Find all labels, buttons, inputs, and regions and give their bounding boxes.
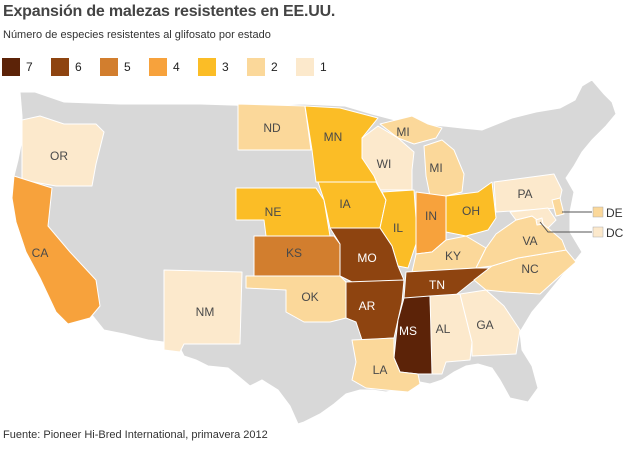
- state-OR: [21, 115, 105, 187]
- legend-label: 7: [26, 60, 33, 74]
- source-note: Fuente: Pioneer Hi-Bred International, p…: [3, 429, 268, 441]
- legend-label: 4: [173, 60, 180, 74]
- state-label-la: LA: [373, 363, 388, 377]
- state-label-mi-upper: MI: [396, 125, 409, 139]
- state-ND: [237, 103, 312, 151]
- state-MI: [379, 115, 443, 145]
- state-label-ne: NE: [265, 205, 282, 219]
- state-label-or: OR: [50, 149, 68, 163]
- legend-swatch: [149, 58, 167, 76]
- state-label-ok: OK: [301, 290, 318, 304]
- legend-label: 5: [124, 60, 131, 74]
- legend-label: 1: [320, 60, 327, 74]
- state-IL: [379, 189, 417, 269]
- state-MI: [423, 139, 465, 197]
- state-label-ia: IA: [339, 197, 350, 211]
- state-label-ky: KY: [445, 249, 461, 263]
- callout-line-dc: [539, 221, 592, 233]
- state-label-in: IN: [425, 209, 437, 223]
- legend-swatch: [296, 58, 314, 76]
- state-DE: [551, 197, 565, 217]
- legend: 7 6 5 4 3 2 1: [2, 58, 362, 76]
- state-NM: [163, 269, 243, 353]
- state-LA: [351, 337, 421, 393]
- state-label-tn: TN: [429, 278, 445, 292]
- legend-swatch: [51, 58, 69, 76]
- state-label-ms: MS: [399, 324, 417, 338]
- state-label-ca: CA: [32, 246, 49, 260]
- state-OH: [445, 181, 497, 237]
- state-label-mn: MN: [324, 130, 343, 144]
- state-label-ar: AR: [359, 299, 376, 313]
- state-OK: [245, 275, 347, 323]
- legend-swatch: [247, 58, 265, 76]
- legend-swatch: [100, 58, 118, 76]
- state-label-va: VA: [522, 234, 537, 248]
- state-GA: [459, 289, 521, 357]
- state-CA: [11, 175, 101, 325]
- legend-swatch: [198, 58, 216, 76]
- state-label-wi: WI: [377, 157, 392, 171]
- state-WI: [361, 125, 415, 191]
- state-label-il: IL: [393, 221, 403, 235]
- callout-swatch-de: [592, 206, 604, 218]
- callout-swatch-dc: [592, 226, 604, 238]
- callout-label-de: DE: [606, 206, 623, 220]
- state-label-nm: NM: [196, 305, 215, 319]
- state-label-pa: PA: [517, 187, 532, 201]
- legend-label: 6: [75, 60, 82, 74]
- state-label-oh: OH: [462, 204, 480, 218]
- state-VA: [475, 215, 567, 269]
- legend-swatch: [2, 58, 20, 76]
- state-label-mi-lower: MI: [429, 161, 442, 175]
- state-label-mo: MO: [357, 251, 376, 265]
- state-label-ga: GA: [476, 318, 493, 332]
- callout-label-dc: DC: [606, 226, 624, 240]
- map-subtitle: Número de especies resistentes al glifos…: [3, 29, 271, 41]
- state-label-nc: NC: [521, 262, 539, 276]
- legend-label: 2: [271, 60, 278, 74]
- state-IA: [317, 181, 387, 229]
- map-title: Expansión de malezas resistentes en EE.U…: [3, 3, 336, 20]
- state-MD: [509, 207, 557, 229]
- state-label-ks: KS: [286, 246, 302, 260]
- state-label-al: AL: [436, 322, 451, 336]
- legend-label: 3: [222, 60, 229, 74]
- state-label-nd: ND: [263, 121, 281, 135]
